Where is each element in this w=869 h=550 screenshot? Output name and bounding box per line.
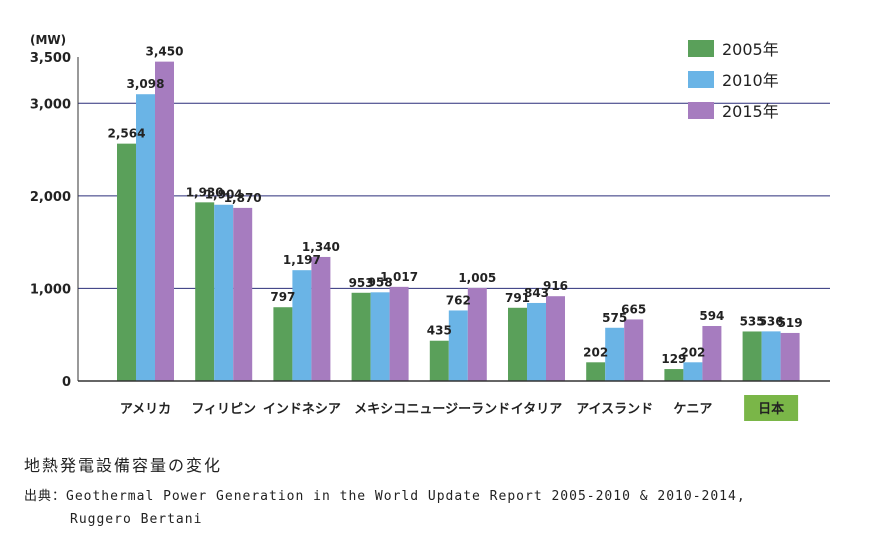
data-label: 575 bbox=[602, 311, 627, 325]
x-tick-label: フィリピン bbox=[191, 402, 256, 417]
data-label: 958 bbox=[368, 275, 393, 289]
bar bbox=[155, 61, 174, 381]
data-label: 2,564 bbox=[108, 127, 146, 141]
bar bbox=[624, 319, 644, 381]
bar bbox=[351, 292, 371, 381]
bar bbox=[429, 340, 449, 381]
bar bbox=[508, 307, 527, 381]
bar bbox=[117, 143, 136, 381]
data-labels: 2,5643,0983,4501,9301,9041,8707971,1971,… bbox=[108, 45, 803, 366]
bar bbox=[195, 202, 215, 381]
legend-swatch bbox=[688, 102, 714, 119]
bars bbox=[117, 61, 800, 381]
legend-swatch bbox=[688, 40, 714, 57]
data-label: 129 bbox=[661, 352, 686, 366]
data-label: 1,017 bbox=[380, 270, 418, 284]
data-label: 762 bbox=[446, 293, 471, 307]
bar bbox=[761, 331, 781, 381]
highlight-category-bg bbox=[744, 395, 799, 421]
bar bbox=[273, 307, 293, 381]
bar bbox=[605, 327, 625, 381]
data-label: 843 bbox=[524, 286, 549, 300]
data-label: 1,870 bbox=[224, 191, 262, 205]
data-label: 1,197 bbox=[283, 253, 321, 267]
x-tick-label: イタリア bbox=[511, 402, 562, 417]
bar bbox=[527, 302, 546, 381]
data-label: 594 bbox=[699, 309, 724, 323]
data-label: 536 bbox=[759, 314, 784, 328]
bar bbox=[780, 332, 800, 381]
chart-caption: 地熱発電設備容量の変化 bbox=[24, 456, 223, 475]
bar bbox=[233, 207, 253, 381]
y-tick-label: 2,000 bbox=[30, 190, 71, 205]
data-label: 1,930 bbox=[186, 185, 224, 199]
data-label: 797 bbox=[270, 290, 295, 304]
bar bbox=[448, 310, 468, 381]
bar bbox=[370, 292, 390, 381]
data-label: 665 bbox=[621, 302, 646, 316]
data-label: 3,450 bbox=[146, 45, 184, 59]
legend-label: 2005年 bbox=[722, 40, 779, 59]
y-tick-label: 1,000 bbox=[30, 282, 71, 297]
bar bbox=[292, 270, 312, 381]
legend-label: 2015年 bbox=[722, 102, 779, 121]
data-label: 202 bbox=[680, 345, 705, 359]
y-tick-label: 0 bbox=[62, 375, 71, 390]
bar bbox=[311, 256, 331, 381]
bar bbox=[683, 362, 703, 381]
data-label: 916 bbox=[543, 279, 568, 293]
x-tick-label: ニュージーランド bbox=[406, 402, 510, 417]
data-label: 1,005 bbox=[458, 271, 496, 285]
data-label: 1,904 bbox=[205, 188, 243, 202]
bar bbox=[389, 286, 409, 381]
x-tick-label: インドネシア bbox=[263, 402, 341, 417]
data-label: 791 bbox=[505, 291, 530, 305]
x-tick-label: アイスランド bbox=[576, 402, 653, 417]
x-tick-label: メキシコ bbox=[354, 402, 406, 417]
data-label: 535 bbox=[740, 314, 765, 328]
bar bbox=[546, 296, 565, 381]
y-tick-label: 3,000 bbox=[30, 97, 71, 112]
bar bbox=[467, 287, 487, 381]
data-label: 953 bbox=[349, 276, 374, 290]
source-line-1: 出典：Geothermal Power Generation in the Wo… bbox=[24, 489, 746, 504]
bar bbox=[214, 204, 234, 381]
bar bbox=[664, 369, 684, 381]
data-label: 1,340 bbox=[302, 240, 340, 254]
data-label: 3,098 bbox=[127, 77, 165, 91]
bar bbox=[742, 331, 762, 381]
legend-label: 2010年 bbox=[722, 71, 779, 90]
legend: 2005年 2010年 2015年 bbox=[688, 40, 779, 121]
data-label: 202 bbox=[583, 345, 608, 359]
bar bbox=[586, 362, 606, 381]
y-axis-unit: (MW) bbox=[30, 33, 66, 47]
source-line-2: Ruggero Bertani bbox=[70, 512, 203, 527]
x-tick-label: 日本 bbox=[758, 401, 784, 417]
x-tick-label: ケニア bbox=[673, 402, 712, 417]
data-label: 519 bbox=[778, 316, 803, 330]
bar bbox=[136, 94, 155, 381]
legend-swatch bbox=[688, 71, 714, 88]
data-label: 435 bbox=[427, 324, 452, 338]
bar bbox=[702, 326, 722, 381]
y-tick-label: 3,500 bbox=[30, 51, 71, 66]
x-tick-label: アメリカ bbox=[120, 402, 171, 417]
axes: (MW) 0 1,000 2,000 3,000 3,500 アメリカ フィリピン インドネシア… bbox=[30, 33, 830, 421]
